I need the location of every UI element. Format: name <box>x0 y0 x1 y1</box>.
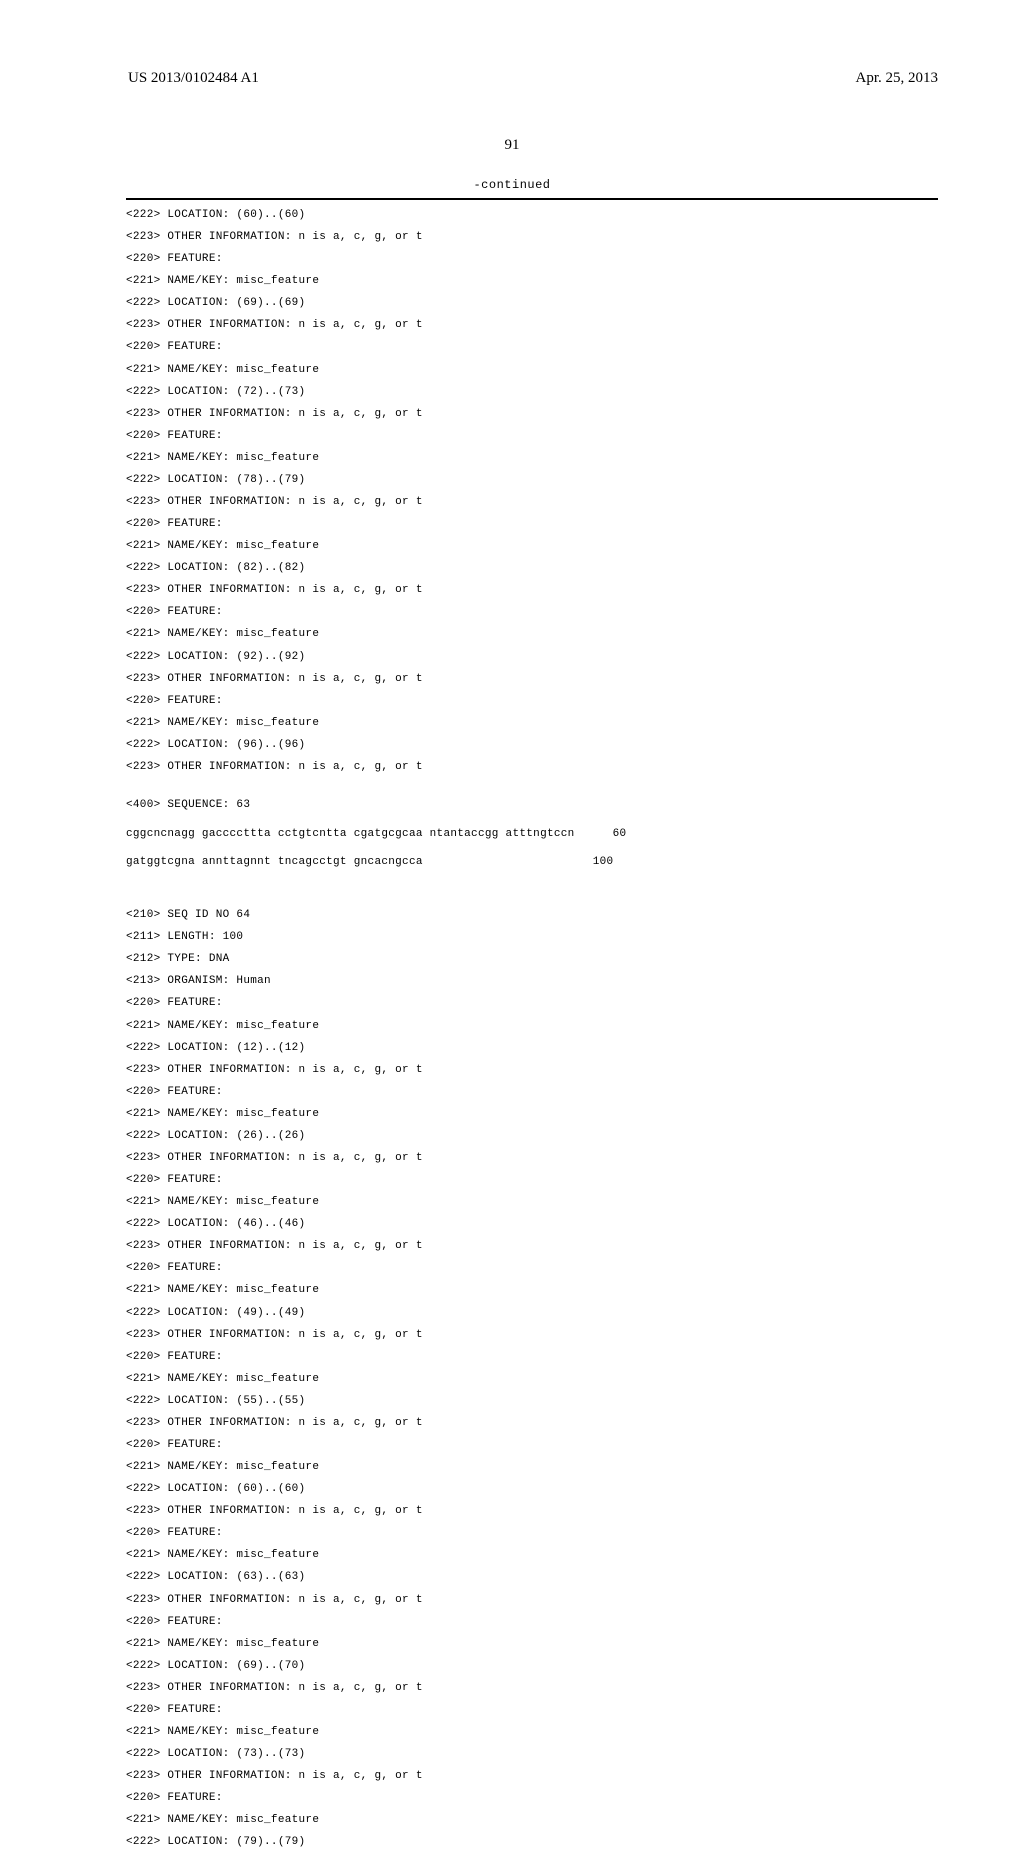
feature-line: <222> LOCATION: (46)..(46) <box>0 1209 1024 1231</box>
sequence-position: 60 <box>575 828 627 840</box>
feature-listing-top: <222> LOCATION: (60)..(60)<223> OTHER IN… <box>0 200 1024 774</box>
feature-line: <220> FEATURE: <box>0 1518 1024 1540</box>
feature-line: <223> OTHER INFORMATION: n is a, c, g, o… <box>0 1143 1024 1165</box>
feature-line: <222> LOCATION: (60)..(60) <box>0 200 1024 222</box>
feature-line: <221> NAME/KEY: misc_feature <box>0 266 1024 288</box>
document-id: US 2013/0102484 A1 <box>128 70 259 87</box>
feature-line: <221> NAME/KEY: misc_feature <box>0 1275 1024 1297</box>
feature-line: <212> TYPE: DNA <box>0 944 1024 966</box>
feature-line: <223> OTHER INFORMATION: n is a, c, g, o… <box>0 1761 1024 1783</box>
feature-line: <221> NAME/KEY: misc_feature <box>0 1011 1024 1033</box>
feature-line: <223> OTHER INFORMATION: n is a, c, g, o… <box>0 664 1024 686</box>
feature-line: <223> OTHER INFORMATION: n is a, c, g, o… <box>0 1231 1024 1253</box>
feature-line: <222> LOCATION: (60)..(60) <box>0 1474 1024 1496</box>
sequence-text: cggcncnagg gaccccttta cctgtcntta cgatgcg… <box>126 828 575 840</box>
sequence-63-header: <400> SEQUENCE: 63 <box>0 790 1024 812</box>
feature-line: <220> FEATURE: <box>0 1783 1024 1805</box>
feature-line: <210> SEQ ID NO 64 <box>0 900 1024 922</box>
feature-line: <221> NAME/KEY: misc_feature <box>0 1540 1024 1562</box>
feature-line: <222> LOCATION: (73)..(73) <box>0 1739 1024 1761</box>
feature-line: <222> LOCATION: (55)..(55) <box>0 1386 1024 1408</box>
feature-line: <223> OTHER INFORMATION: n is a, c, g, o… <box>0 575 1024 597</box>
feature-line: <220> FEATURE: <box>0 244 1024 266</box>
feature-line: <221> NAME/KEY: misc_feature <box>0 1099 1024 1121</box>
page-number: 91 <box>0 137 1024 154</box>
feature-line: <223> OTHER INFORMATION: n is a, c, g, o… <box>0 1055 1024 1077</box>
feature-listing-seq64: <210> SEQ ID NO 64<211> LENGTH: 100<212>… <box>0 900 1024 1849</box>
feature-line: <220> FEATURE: <box>0 988 1024 1010</box>
feature-line: <220> FEATURE: <box>0 1430 1024 1452</box>
feature-line: <223> OTHER INFORMATION: n is a, c, g, o… <box>0 1585 1024 1607</box>
feature-line: <222> LOCATION: (49)..(49) <box>0 1298 1024 1320</box>
continued-label: -continued <box>0 178 1024 192</box>
feature-line: <223> OTHER INFORMATION: n is a, c, g, o… <box>0 1408 1024 1430</box>
feature-line: <223> OTHER INFORMATION: n is a, c, g, o… <box>0 399 1024 421</box>
document-date: Apr. 25, 2013 <box>856 70 939 87</box>
feature-line: <223> OTHER INFORMATION: n is a, c, g, o… <box>0 487 1024 509</box>
feature-line: <222> LOCATION: (82)..(82) <box>0 553 1024 575</box>
feature-line: <220> FEATURE: <box>0 509 1024 531</box>
feature-line: <220> FEATURE: <box>0 421 1024 443</box>
feature-line: <221> NAME/KEY: misc_feature <box>0 355 1024 377</box>
feature-line: <220> FEATURE: <box>0 686 1024 708</box>
feature-line: <222> LOCATION: (26)..(26) <box>0 1121 1024 1143</box>
feature-line: <221> NAME/KEY: misc_feature <box>0 708 1024 730</box>
feature-line: <222> LOCATION: (63)..(63) <box>0 1562 1024 1584</box>
feature-line: <222> LOCATION: (72)..(73) <box>0 377 1024 399</box>
sequence-63-line-1: cggcncnagg gaccccttta cctgtcntta cgatgcg… <box>0 828 1024 840</box>
sequence-text: gatggtcgna annttagnnt tncagcctgt gncacng… <box>126 856 423 868</box>
feature-line: <220> FEATURE: <box>0 1253 1024 1275</box>
feature-line: <222> LOCATION: (79)..(79) <box>0 1827 1024 1849</box>
feature-line: <222> LOCATION: (92)..(92) <box>0 642 1024 664</box>
feature-line: <221> NAME/KEY: misc_feature <box>0 619 1024 641</box>
feature-line: <223> OTHER INFORMATION: n is a, c, g, o… <box>0 1320 1024 1342</box>
feature-line: <223> OTHER INFORMATION: n is a, c, g, o… <box>0 752 1024 774</box>
feature-line: <221> NAME/KEY: misc_feature <box>0 443 1024 465</box>
feature-line: <222> LOCATION: (69)..(70) <box>0 1651 1024 1673</box>
feature-line: <220> FEATURE: <box>0 1077 1024 1099</box>
feature-line: <220> FEATURE: <box>0 1695 1024 1717</box>
feature-line: <222> LOCATION: (78)..(79) <box>0 465 1024 487</box>
feature-line: <213> ORGANISM: Human <box>0 966 1024 988</box>
feature-line: <221> NAME/KEY: misc_feature <box>0 1187 1024 1209</box>
feature-line: <220> FEATURE: <box>0 1342 1024 1364</box>
feature-line: <211> LENGTH: 100 <box>0 922 1024 944</box>
feature-line: <223> OTHER INFORMATION: n is a, c, g, o… <box>0 222 1024 244</box>
feature-line: <222> LOCATION: (69)..(69) <box>0 288 1024 310</box>
feature-line: <221> NAME/KEY: misc_feature <box>0 1629 1024 1651</box>
feature-line: <220> FEATURE: <box>0 332 1024 354</box>
feature-line: <221> NAME/KEY: misc_feature <box>0 1452 1024 1474</box>
feature-line: <221> NAME/KEY: misc_feature <box>0 1717 1024 1739</box>
sequence-63-line-2: gatggtcgna annttagnnt tncagcctgt gncacng… <box>0 856 1024 868</box>
feature-line: <223> OTHER INFORMATION: n is a, c, g, o… <box>0 310 1024 332</box>
feature-line: <220> FEATURE: <box>0 1607 1024 1629</box>
feature-line: <221> NAME/KEY: misc_feature <box>0 1805 1024 1827</box>
feature-line: <221> NAME/KEY: misc_feature <box>0 1364 1024 1386</box>
feature-line: <222> LOCATION: (96)..(96) <box>0 730 1024 752</box>
feature-line: <223> OTHER INFORMATION: n is a, c, g, o… <box>0 1673 1024 1695</box>
feature-line: <222> LOCATION: (12)..(12) <box>0 1033 1024 1055</box>
sequence-position: 100 <box>423 856 614 868</box>
feature-line: <221> NAME/KEY: misc_feature <box>0 531 1024 553</box>
feature-line: <220> FEATURE: <box>0 1165 1024 1187</box>
feature-line: <220> FEATURE: <box>0 597 1024 619</box>
page-header: US 2013/0102484 A1 Apr. 25, 2013 <box>0 0 1024 87</box>
feature-line: <223> OTHER INFORMATION: n is a, c, g, o… <box>0 1496 1024 1518</box>
